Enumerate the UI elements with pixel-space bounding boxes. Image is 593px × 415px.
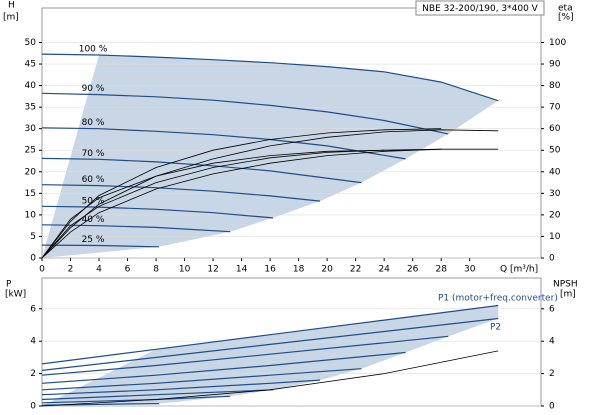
curve (41, 205, 274, 219)
curve-label: 80 % (82, 118, 105, 128)
x-tick-label: 6 (125, 265, 131, 275)
annotation: P1 (motor+freq.converter) (438, 294, 558, 304)
curve-label: 25 % (82, 235, 105, 245)
y-tick-label: 0 (30, 402, 36, 412)
y2-tick-label: 50 (549, 146, 561, 156)
x-tick-label: 16 (264, 265, 276, 275)
y-tick-label: 6 (30, 304, 36, 314)
curve (41, 368, 362, 391)
x-tick-label: 22 (350, 265, 361, 275)
curve (41, 148, 499, 259)
x-tick-label: 12 (207, 265, 218, 275)
x-tick-label: 20 (321, 265, 333, 275)
x-tick-label: 10 (179, 265, 191, 275)
curve (41, 389, 274, 401)
curve (41, 244, 159, 248)
y-tick-label: 2 (30, 369, 36, 379)
operating-region (42, 54, 499, 258)
curve (41, 127, 406, 160)
curve (41, 350, 499, 407)
y2-label: eta (558, 4, 573, 14)
y2-tick-label: 0 (549, 254, 555, 264)
y-tick-label: 50 (25, 38, 37, 48)
y2-tick-label: 30 (549, 189, 561, 199)
y2-tick-label: 40 (549, 167, 561, 177)
x-tick-label: 14 (236, 265, 248, 275)
curve-label: 40 % (82, 215, 105, 225)
y-tick-label: 5 (30, 232, 36, 242)
y-tick-label: 35 (25, 103, 36, 113)
y-tick-label: 15 (25, 189, 36, 199)
y-label: P (6, 280, 12, 290)
y-unit: [kW] (5, 290, 26, 300)
y-tick-label: 4 (30, 337, 36, 347)
y-unit: [m] (3, 13, 19, 23)
curve (41, 304, 499, 365)
y2-tick-label: 60 (549, 124, 561, 134)
curve (41, 128, 442, 259)
y-tick-label: 20 (25, 167, 37, 177)
x-tick-label: 28 (435, 265, 447, 275)
operating-region (42, 305, 499, 406)
y2-unit: [%] (558, 13, 574, 23)
curve-label: 90 % (82, 84, 105, 94)
y-tick-label: 30 (25, 124, 37, 134)
x-tick-label: 18 (293, 265, 305, 275)
curve (41, 53, 499, 102)
y2-label: NPSH (553, 280, 578, 290)
y-tick-label: 45 (25, 60, 36, 70)
x-tick-label: 4 (96, 265, 102, 275)
y2-unit: [m] (560, 290, 576, 300)
y-tick-label: 10 (25, 210, 37, 220)
y-tick-label: 40 (25, 81, 37, 91)
y-tick-label: 0 (30, 254, 36, 264)
x-tick-label: 0 (39, 265, 45, 275)
x-tick-label: 30 (464, 265, 476, 275)
y2-tick-label: 10 (549, 232, 561, 242)
curve (41, 335, 449, 376)
curve (41, 157, 362, 184)
curve (41, 351, 406, 384)
curve (41, 317, 499, 371)
y2-tick-label: 100 (549, 38, 566, 48)
curve (41, 92, 449, 135)
curve (41, 379, 321, 396)
y2-tick-label: 2 (549, 369, 555, 379)
chart-title: NBE 32-200/190, 3*400 V (422, 4, 539, 14)
curve (41, 184, 321, 202)
y-label: H (8, 1, 15, 11)
x-tick-label: 2 (68, 265, 74, 275)
model-box (415, 0, 545, 16)
y2-tick-label: 6 (549, 304, 555, 314)
curve-label: 70 % (82, 149, 105, 159)
x-tick-label: 24 (378, 265, 390, 275)
y2-tick-label: 4 (549, 337, 555, 347)
x-label: Q [m³/h] (500, 265, 538, 275)
y2-tick-label: 80 (549, 81, 561, 91)
y2-tick-label: 90 (549, 60, 561, 70)
curve-label: 60 % (82, 175, 105, 185)
y2-tick-label: 70 (549, 103, 561, 113)
x-tick-label: 8 (153, 265, 159, 275)
curve-label: 100 % (79, 44, 108, 54)
x-tick-label: 26 (407, 265, 419, 275)
annotation: P2 (490, 323, 501, 333)
curve (41, 149, 385, 259)
y2-tick-label: 20 (549, 210, 561, 220)
y2-tick-label: 0 (549, 402, 555, 412)
y-tick-label: 25 (25, 146, 36, 156)
